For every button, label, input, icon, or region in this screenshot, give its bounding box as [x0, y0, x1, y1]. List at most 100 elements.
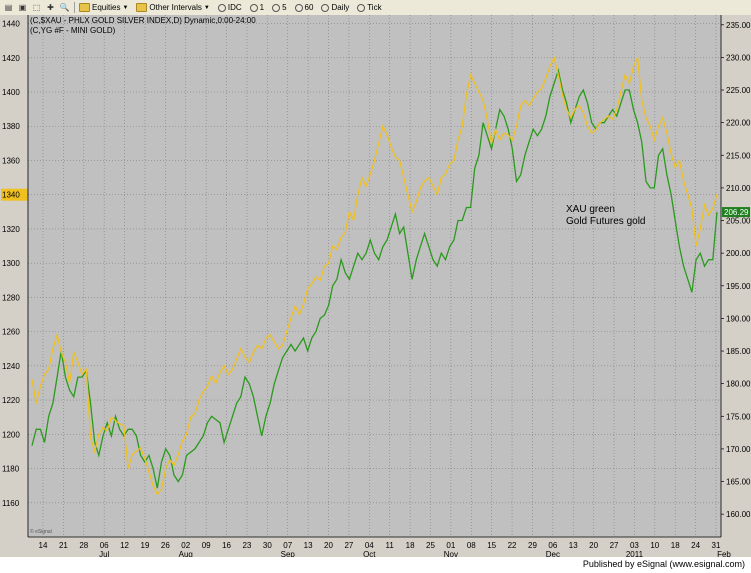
x-month-label: Jul [99, 550, 109, 557]
chart-title-line-2: (C,YG #F - MINI GOLD) [30, 26, 116, 35]
x-day-label: 18 [671, 541, 680, 550]
left-tick-label: 1380 [2, 122, 20, 131]
annotation-xau: XAU green [566, 204, 615, 215]
draw-tools-icon[interactable]: ▣ [18, 3, 27, 12]
left-axis-highlight [1, 188, 28, 201]
interval-5-button[interactable]: 5 [272, 3, 287, 12]
left-tick-label: 1200 [2, 430, 20, 439]
x-day-label: 30 [263, 541, 272, 550]
x-day-label: 01 [446, 541, 455, 550]
interval-idc-button[interactable]: IDC [217, 3, 242, 12]
interval-5-label: 5 [282, 3, 287, 12]
interval-tick-button[interactable]: Tick [357, 3, 382, 12]
x-day-label: 16 [222, 541, 231, 550]
interval-60-button[interactable]: 60 [294, 3, 314, 12]
last-value-label: 206.29 [724, 208, 749, 217]
x-day-label: 12 [120, 541, 129, 550]
price-chart[interactable]: 1160118012001220124012601280130013201340… [0, 15, 751, 557]
left-tick-label: 1280 [2, 293, 20, 302]
interval-idc-label: IDC [227, 3, 242, 12]
chevron-down-icon: ▼ [122, 4, 129, 11]
x-day-label: 11 [386, 541, 395, 550]
left-tick-label: 1420 [2, 54, 20, 63]
x-day-label: 29 [528, 541, 537, 550]
x-day-label: 26 [161, 541, 170, 550]
folder-icon [136, 3, 148, 12]
interval-1-label: 1 [259, 3, 265, 12]
x-day-label: 09 [202, 541, 211, 550]
x-day-label: 27 [344, 541, 353, 550]
x-day-label: 15 [487, 541, 496, 550]
interval-daily-button[interactable]: Daily [321, 3, 349, 12]
axes: 1160118012001220124012601280130013201340… [1, 15, 751, 557]
x-day-label: 23 [242, 541, 251, 550]
left-tick-label: 1320 [2, 225, 20, 234]
gold-futures-line [31, 55, 718, 496]
cursor-icon[interactable]: ⬚ [32, 3, 41, 12]
left-tick-label: 1360 [2, 156, 20, 165]
x-month-label: Aug [179, 550, 193, 557]
clock-icon [321, 3, 330, 12]
left-tick-label: 1300 [2, 259, 20, 268]
toolbar: ▤ ▣ ⬚ ✚ 🔍 Equities ▼ Other Intervals ▼ I… [0, 0, 751, 16]
x-day-label: 10 [650, 541, 659, 550]
right-tick-label: 235.00 [726, 21, 751, 30]
right-tick-label: 225.00 [726, 86, 751, 95]
left-tick-label: 1400 [2, 88, 20, 97]
right-tick-label: 205.00 [726, 217, 751, 226]
x-day-label: 13 [569, 541, 578, 550]
x-month-label: Oct [363, 550, 376, 557]
x-day-label: 24 [691, 541, 700, 550]
equities-dropdown[interactable]: Equities ▼ [79, 3, 128, 12]
x-day-label: 18 [406, 541, 415, 550]
right-tick-label: 180.00 [726, 380, 751, 389]
x-day-label: 22 [508, 541, 517, 550]
right-tick-label: 185.00 [726, 347, 751, 356]
left-tick-label: 1180 [2, 465, 20, 474]
right-tick-label: 230.00 [726, 53, 751, 62]
right-tick-label: 160.00 [726, 510, 751, 519]
last-value-marker [722, 207, 750, 218]
clock-icon [272, 3, 281, 12]
x-day-label: 13 [304, 541, 313, 550]
x-day-label: 21 [59, 541, 68, 550]
xau-line [31, 67, 718, 489]
x-month-label: 2011 [626, 550, 644, 557]
annotation-gold: Gold Futures gold [566, 216, 646, 227]
zoom-icon[interactable]: 🔍 [59, 3, 70, 12]
right-tick-label: 190.00 [726, 314, 751, 323]
footer: Published by eSignal (www.esignal.com) [0, 557, 751, 573]
left-tick-label: 1440 [2, 20, 20, 29]
equities-label: Equities [92, 3, 121, 12]
other-intervals-dropdown[interactable]: Other Intervals ▼ [136, 3, 210, 12]
left-tick-label: 1220 [2, 396, 20, 405]
clock-icon [357, 3, 366, 12]
left-tick-label: 1260 [2, 328, 20, 337]
chart-type-icon[interactable]: ▤ [4, 3, 13, 12]
x-day-label: 20 [324, 541, 333, 550]
clock-icon [217, 3, 226, 12]
crosshair-icon[interactable]: ✚ [47, 3, 54, 12]
other-intervals-label: Other Intervals [149, 3, 202, 12]
x-day-label: 27 [610, 541, 619, 550]
x-month-label: Dec [546, 550, 560, 557]
x-month-label: Sep [281, 550, 296, 557]
footer-text: Published by eSignal (www.esignal.com) [582, 559, 745, 569]
right-tick-label: 200.00 [726, 249, 751, 258]
interval-tick-label: Tick [367, 3, 382, 12]
right-tick-label: 220.00 [726, 119, 751, 128]
clock-icon [249, 3, 258, 12]
grid [28, 15, 721, 537]
chevron-down-icon: ▼ [203, 4, 210, 11]
x-day-label: 07 [283, 541, 292, 550]
clock-icon [294, 3, 303, 12]
interval-60-label: 60 [304, 3, 314, 12]
x-month-label: Feb [717, 550, 731, 557]
x-day-label: 28 [79, 541, 88, 550]
interval-1-button[interactable]: 1 [249, 3, 265, 12]
x-day-label: 08 [467, 541, 476, 550]
right-tick-label: 215.00 [726, 151, 751, 160]
x-day-label: 19 [141, 541, 150, 550]
right-tick-label: 165.00 [726, 478, 751, 487]
right-tick-label: 210.00 [726, 184, 751, 193]
